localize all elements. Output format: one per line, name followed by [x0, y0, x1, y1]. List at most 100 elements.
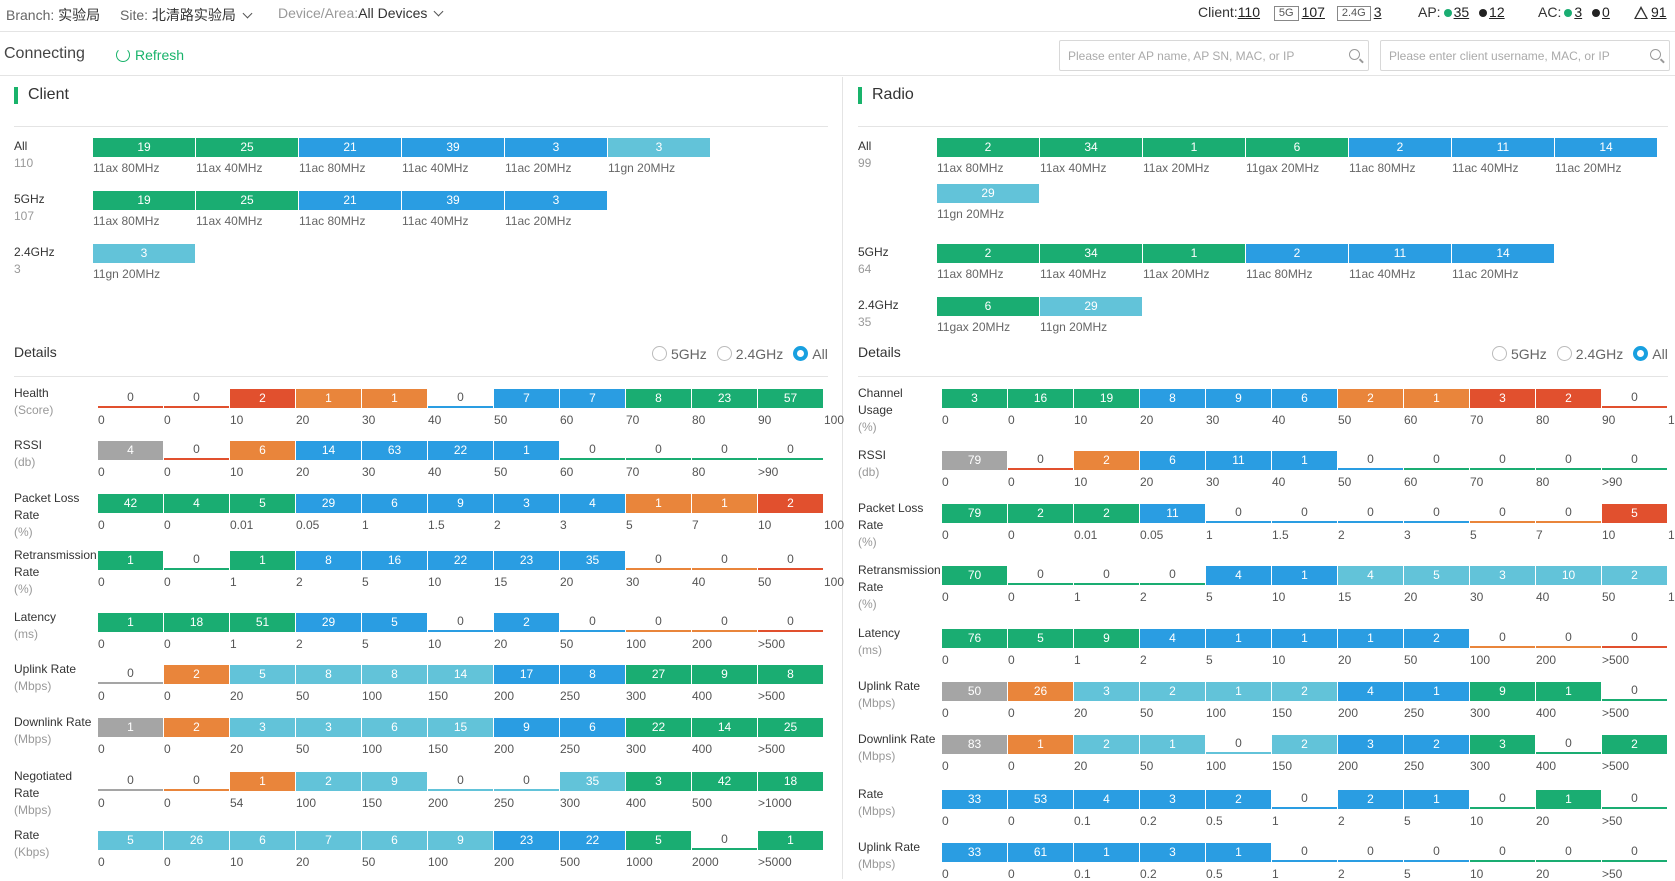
metric-bar-segment[interactable]: 29 [296, 494, 361, 513]
metric-bar-segment[interactable]: 2 [1206, 790, 1271, 809]
metric-bar-segment[interactable]: 2 [230, 389, 295, 408]
metric-bar-segment[interactable]: 0 [1404, 843, 1469, 862]
summary-bar-segment[interactable]: 1 [1143, 138, 1245, 157]
filter-radio-label[interactable]: 2.4GHz [1575, 346, 1624, 362]
metric-bar-segment[interactable]: 14 [428, 665, 493, 684]
filter-radio-label[interactable]: All [812, 346, 828, 362]
metric-bar-segment[interactable]: 2 [1602, 735, 1667, 754]
metric-bar-segment[interactable]: 2 [1074, 451, 1139, 470]
ac-offline-link[interactable]: 0 [1602, 4, 1610, 20]
metric-bar-segment[interactable]: 5 [230, 665, 295, 684]
filter-radio-label[interactable]: 2.4GHz [735, 346, 784, 362]
search-icon[interactable] [1349, 49, 1360, 60]
metric-bar-segment[interactable]: 57 [758, 389, 823, 408]
metric-bar-segment[interactable]: 2 [1074, 735, 1139, 754]
metric-bar-segment[interactable]: 4 [1074, 790, 1139, 809]
metric-bar-segment[interactable]: 61 [1008, 843, 1073, 862]
metric-bar-segment[interactable]: 0 [692, 441, 757, 460]
metric-bar-segment[interactable]: 1 [1206, 629, 1271, 648]
metric-bar-segment[interactable]: 15 [428, 718, 493, 737]
metric-bar-segment[interactable]: 0 [1140, 566, 1205, 585]
metric-bar-segment[interactable]: 4 [1140, 629, 1205, 648]
summary-bar-segment[interactable]: 39 [402, 191, 504, 210]
metric-bar-segment[interactable]: 1 [494, 441, 559, 460]
summary-bar-segment[interactable]: 34 [1040, 138, 1142, 157]
metric-bar-segment[interactable]: 23 [494, 551, 559, 570]
metric-bar-segment[interactable]: 0 [758, 551, 823, 570]
metric-bar-segment[interactable]: 3 [626, 772, 691, 791]
summary-bar-segment[interactable]: 39 [402, 138, 504, 157]
metric-bar-segment[interactable]: 1 [1008, 735, 1073, 754]
metric-bar-segment[interactable]: 3 [1470, 735, 1535, 754]
metric-bar-segment[interactable]: 23 [692, 389, 757, 408]
metric-bar-segment[interactable]: 27 [626, 665, 691, 684]
metric-bar-segment[interactable]: 0 [692, 831, 757, 850]
metric-bar-segment[interactable]: 63 [362, 441, 427, 460]
metric-bar-segment[interactable]: 1 [362, 389, 427, 408]
metric-bar-segment[interactable]: 51 [230, 613, 295, 632]
metric-bar-segment[interactable]: 3 [942, 389, 1007, 408]
metric-bar-segment[interactable]: 0 [1074, 566, 1139, 585]
metric-bar-segment[interactable]: 0 [164, 551, 229, 570]
metric-bar-segment[interactable]: 6 [230, 831, 295, 850]
metric-bar-segment[interactable]: 1 [1536, 790, 1601, 809]
summary-bar-segment[interactable]: 21 [299, 138, 401, 157]
refresh-button[interactable]: Refresh [116, 46, 184, 63]
metric-bar-segment[interactable]: 2 [1008, 504, 1073, 523]
metric-bar-segment[interactable]: 0 [758, 441, 823, 460]
metric-bar-segment[interactable]: 2 [164, 665, 229, 684]
metric-bar-segment[interactable]: 6 [560, 718, 625, 737]
metric-bar-segment[interactable]: 5 [362, 613, 427, 632]
metric-bar-segment[interactable]: 35 [560, 551, 625, 570]
metric-bar-segment[interactable]: 0 [1338, 504, 1403, 523]
metric-bar-segment[interactable]: 9 [1470, 682, 1535, 701]
metric-bar-segment[interactable]: 0 [1206, 735, 1271, 754]
metric-bar-segment[interactable]: 33 [942, 843, 1007, 862]
metric-bar-segment[interactable]: 22 [560, 831, 625, 850]
metric-bar-segment[interactable]: 6 [1272, 389, 1337, 408]
metric-bar-segment[interactable]: 3 [1470, 389, 1535, 408]
metric-bar-segment[interactable]: 3 [1140, 790, 1205, 809]
metric-bar-segment[interactable]: 3 [230, 718, 295, 737]
metric-bar-segment[interactable]: 1 [1206, 682, 1271, 701]
metric-bar-segment[interactable]: 1 [230, 551, 295, 570]
metric-bar-segment[interactable]: 19 [1074, 389, 1139, 408]
summary-bar-segment[interactable]: 3 [608, 138, 710, 157]
metric-bar-segment[interactable]: 3 [1140, 843, 1205, 862]
filter-radio-label[interactable]: All [1652, 346, 1668, 362]
metric-bar-segment[interactable]: 5 [1602, 504, 1667, 523]
branch-selector[interactable]: Branch: 实验局 [6, 5, 100, 25]
metric-bar-segment[interactable]: 0 [1470, 790, 1535, 809]
metric-bar-segment[interactable]: 8 [362, 665, 427, 684]
metric-bar-segment[interactable]: 8 [758, 665, 823, 684]
metric-bar-segment[interactable]: 2 [1338, 790, 1403, 809]
metric-bar-segment[interactable]: 9 [1206, 389, 1271, 408]
metric-bar-segment[interactable]: 22 [626, 718, 691, 737]
metric-bar-segment[interactable]: 0 [692, 551, 757, 570]
metric-bar-segment[interactable]: 2 [494, 613, 559, 632]
metric-bar-segment[interactable]: 22 [428, 441, 493, 460]
metric-bar-segment[interactable]: 53 [1008, 790, 1073, 809]
filter-radio-all[interactable] [793, 346, 809, 361]
filter-radio-5ghz[interactable] [1492, 346, 1507, 361]
metric-bar-segment[interactable]: 1 [1272, 451, 1337, 470]
metric-bar-segment[interactable]: 2 [758, 494, 823, 513]
client-5g-link[interactable]: 107 [1301, 4, 1325, 20]
metric-bar-segment[interactable]: 0 [1404, 504, 1469, 523]
metric-bar-segment[interactable]: 3 [296, 718, 361, 737]
metric-bar-segment[interactable]: 9 [1074, 629, 1139, 648]
metric-bar-segment[interactable]: 2 [1074, 504, 1139, 523]
metric-bar-segment[interactable]: 6 [362, 494, 427, 513]
metric-bar-segment[interactable]: 0 [1338, 451, 1403, 470]
metric-bar-segment[interactable]: 0 [692, 613, 757, 632]
metric-bar-segment[interactable]: 0 [1602, 682, 1667, 701]
metric-bar-segment[interactable]: 0 [1272, 790, 1337, 809]
metric-bar-segment[interactable]: 0 [1536, 451, 1601, 470]
filter-radio-all[interactable] [1633, 346, 1649, 361]
metric-bar-segment[interactable]: 3 [1338, 735, 1403, 754]
metric-bar-segment[interactable]: 1 [626, 494, 691, 513]
metric-bar-segment[interactable]: 17 [494, 665, 559, 684]
metric-bar-segment[interactable]: 2 [164, 718, 229, 737]
metric-bar-segment[interactable]: 5 [230, 494, 295, 513]
summary-bar-segment[interactable]: 14 [1555, 138, 1657, 157]
